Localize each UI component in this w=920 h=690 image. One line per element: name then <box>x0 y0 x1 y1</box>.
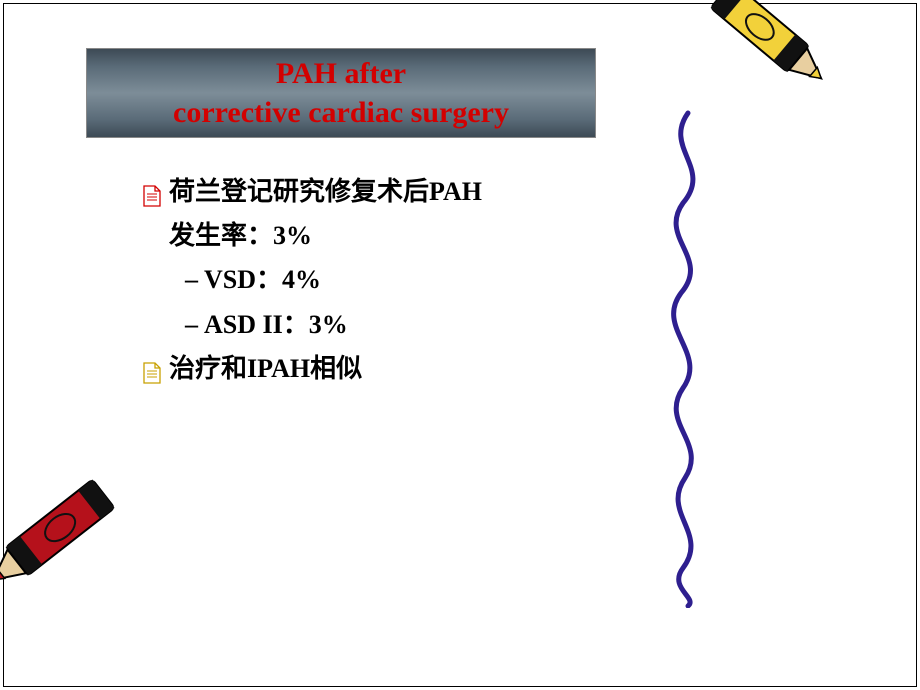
squiggle-decoration <box>653 108 723 608</box>
document-icon <box>143 354 161 398</box>
bullet-text: 治疗和IPAH相似 <box>169 347 603 391</box>
bullet-item: 荷兰登记研究修复术后PAH 发生率：3% <box>143 170 603 258</box>
dash-bullet: – <box>185 303 198 347</box>
slide: PAH after corrective cardiac surgery 荷兰登… <box>8 8 912 682</box>
bullet-line: 荷兰登记研究修复术后PAH <box>169 177 482 206</box>
bullet-item: 治疗和IPAH相似 <box>143 347 603 398</box>
bullet-text: 荷兰登记研究修复术后PAH 发生率：3% <box>169 170 603 258</box>
sub-item: – VSD：4% <box>185 258 603 302</box>
crayon-icon <box>682 0 862 138</box>
content-block: 荷兰登记研究修复术后PAH 发生率：3% – VSD：4% – ASD II：3… <box>143 170 603 398</box>
title-bar: PAH after corrective cardiac surgery <box>86 48 596 138</box>
crayon-icon <box>0 442 198 612</box>
document-icon <box>143 177 161 221</box>
sub-text: VSD：4% <box>204 258 321 302</box>
sub-text: ASD II：3% <box>204 303 348 347</box>
bullet-line: 发生率：3% <box>169 221 312 250</box>
title-line-2: corrective cardiac surgery <box>173 93 509 132</box>
sub-item: – ASD II：3% <box>185 303 603 347</box>
title-line-1: PAH after <box>276 54 406 93</box>
dash-bullet: – <box>185 258 198 302</box>
bullet-line: 治疗和IPAH相似 <box>169 354 362 383</box>
